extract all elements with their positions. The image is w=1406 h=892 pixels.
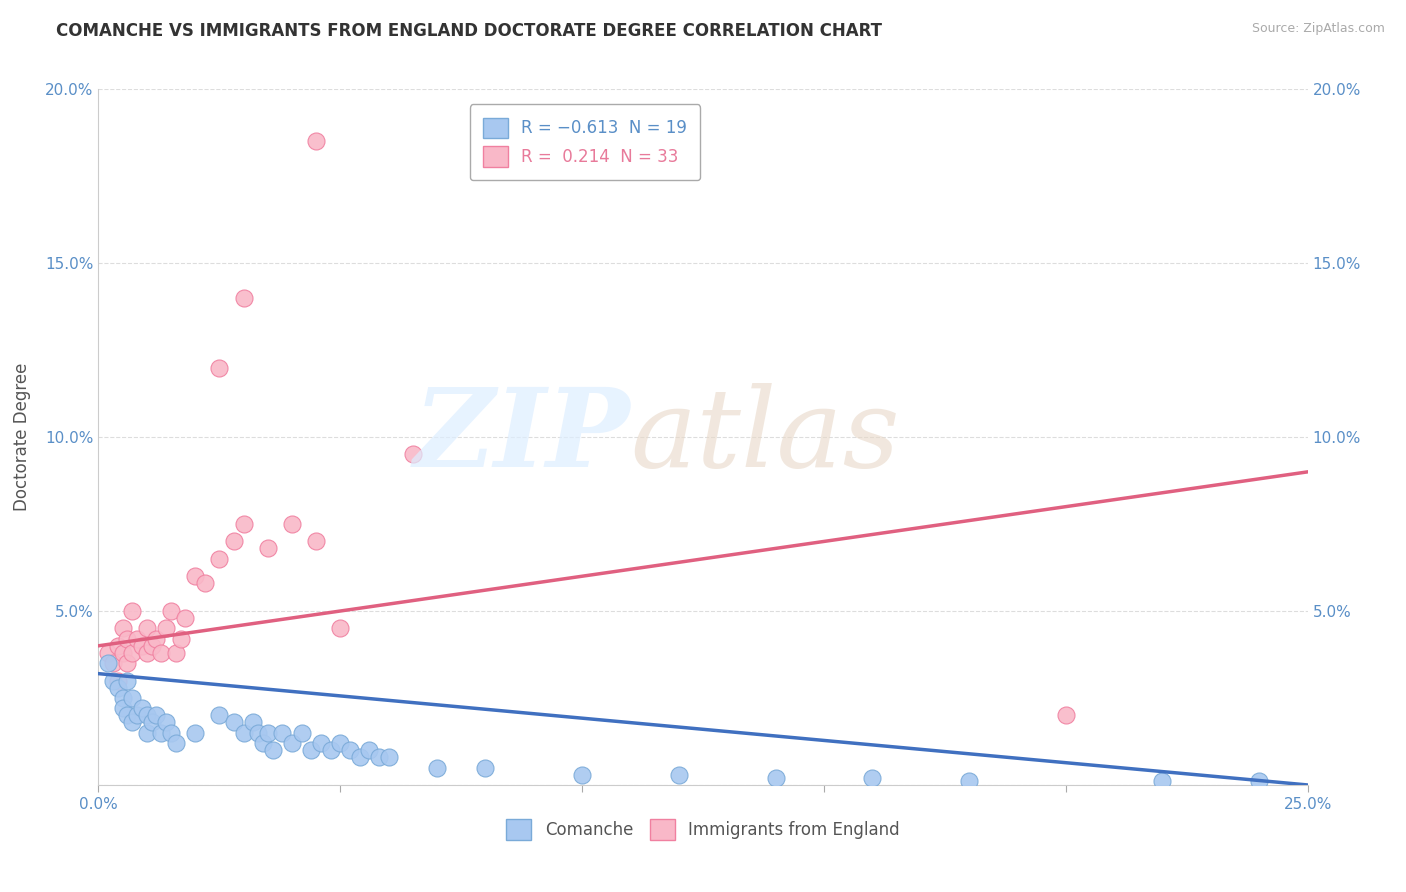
Point [121,646,143,660]
Point [135,646,157,660]
Point [111,621,134,635]
Point [571,767,593,781]
Point [349,750,371,764]
Y-axis label: Doctorate Degree: Doctorate Degree [13,363,31,511]
Point [97,657,120,671]
Point [150,646,173,660]
Point [107,681,129,695]
Point [135,726,157,740]
Point [329,621,352,635]
Point [169,632,191,646]
Point [329,736,352,750]
Point [247,726,270,740]
Point [111,646,134,660]
Point [256,541,278,556]
Point [359,743,381,757]
Point [160,604,183,618]
Point [1152,774,1174,789]
Point [208,360,231,375]
Point [402,447,425,462]
Point [232,726,254,740]
Text: COMANCHE VS IMMIGRANTS FROM ENGLAND DOCTORATE DEGREE CORRELATION CHART: COMANCHE VS IMMIGRANTS FROM ENGLAND DOCT… [56,22,882,40]
Point [290,726,312,740]
Point [165,736,187,750]
Point [117,673,139,688]
Text: Source: ZipAtlas.com: Source: ZipAtlas.com [1251,22,1385,36]
Point [101,657,124,671]
Point [232,516,254,531]
Point [377,750,399,764]
Point [1054,708,1077,723]
Point [426,760,449,774]
Point [208,551,231,566]
Point [121,690,143,705]
Point [222,534,245,549]
Point [319,743,342,757]
Point [131,701,153,715]
Point [111,690,134,705]
Point [765,771,787,785]
Point [299,743,322,757]
Text: ZIP: ZIP [413,384,630,491]
Point [184,726,207,740]
Point [194,576,217,591]
Point [281,516,304,531]
Point [141,715,163,730]
Point [256,726,278,740]
Point [145,708,167,723]
Point [135,621,157,635]
Point [474,760,496,774]
Point [271,726,294,740]
Point [131,639,153,653]
Point [117,657,139,671]
Point [117,708,139,723]
Point [281,736,304,750]
Point [127,708,149,723]
Point [141,639,163,653]
Point [117,632,139,646]
Point [957,774,980,789]
Point [101,673,124,688]
Point [155,715,177,730]
Point [107,639,129,653]
Point [222,715,245,730]
Point [97,646,120,660]
Point [668,767,690,781]
Point [150,726,173,740]
Point [339,743,361,757]
Point [135,708,157,723]
Point [232,291,254,305]
Point [242,715,264,730]
Point [309,736,332,750]
Point [860,771,883,785]
Point [107,673,129,688]
Point [184,569,207,583]
Point [160,726,183,740]
Text: atlas: atlas [630,384,900,491]
Point [262,743,284,757]
Point [121,715,143,730]
Point [368,750,391,764]
Point [208,708,231,723]
Point [174,611,197,625]
Legend: Comanche, Immigrants from England: Comanche, Immigrants from England [499,813,907,847]
Point [155,621,177,635]
Point [111,701,134,715]
Point [121,604,143,618]
Point [165,646,187,660]
Point [127,632,149,646]
Point [1249,774,1271,789]
Point [305,134,328,148]
Point [252,736,274,750]
Point [145,632,167,646]
Point [305,534,328,549]
